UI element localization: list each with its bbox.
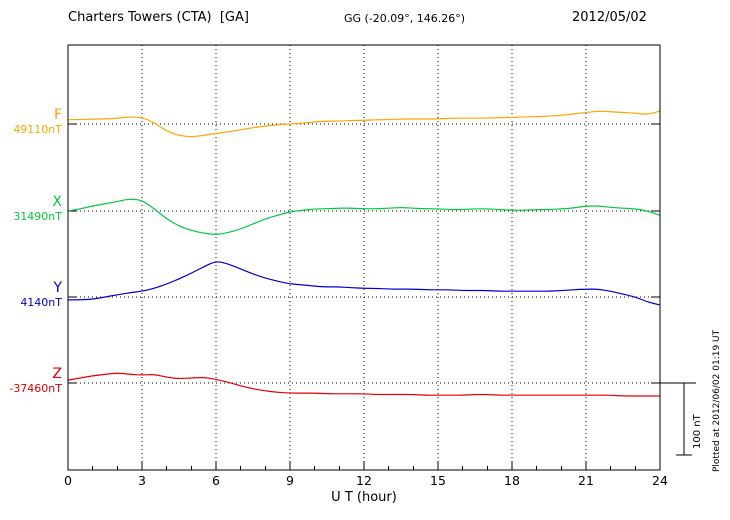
x-tick-label: 24 bbox=[652, 473, 668, 488]
x-tick-label: 21 bbox=[578, 473, 594, 488]
series-reference-value: 31490nT bbox=[13, 210, 62, 223]
x-tick-label: 12 bbox=[356, 473, 372, 488]
series-label-Z: Z -37460nT bbox=[0, 366, 62, 396]
plotted-at-note: Plotted at 2012/06/02 01:19 UT bbox=[712, 329, 722, 472]
series-label-F: F 49110nT bbox=[0, 107, 62, 137]
trace-F bbox=[67, 110, 661, 138]
series-name: X bbox=[52, 194, 62, 210]
scale-bar-label: 100 nT bbox=[692, 414, 703, 449]
series-reference-value: 49110nT bbox=[13, 123, 62, 136]
series-reference-value: -37460nT bbox=[9, 382, 62, 395]
trace-Y bbox=[67, 261, 661, 306]
x-tick-label: 18 bbox=[504, 473, 520, 488]
series-label-X: X 31490nT bbox=[0, 194, 62, 224]
station-title: Charters Towers (CTA) [GA] bbox=[68, 10, 249, 25]
x-axis-label: U T (hour) bbox=[331, 490, 397, 505]
x-tick-label: 15 bbox=[430, 473, 446, 488]
geographic-coordinates: GG (-20.09°, 146.26°) bbox=[344, 12, 466, 25]
series-name: F bbox=[53, 107, 62, 123]
x-tick-label: 3 bbox=[138, 473, 146, 488]
series-label-Y: Y 4140nT bbox=[0, 280, 62, 310]
series-name: Y bbox=[53, 280, 62, 296]
trace-X bbox=[67, 198, 661, 235]
series-reference-value: 4140nT bbox=[20, 296, 62, 309]
trace-Z bbox=[67, 372, 660, 397]
x-tick-label: 6 bbox=[212, 473, 220, 488]
series-name: Z bbox=[52, 366, 62, 382]
x-tick-label: 9 bbox=[286, 473, 294, 488]
x-tick-label: 0 bbox=[64, 473, 72, 488]
observation-date: 2012/05/02 bbox=[572, 10, 647, 25]
